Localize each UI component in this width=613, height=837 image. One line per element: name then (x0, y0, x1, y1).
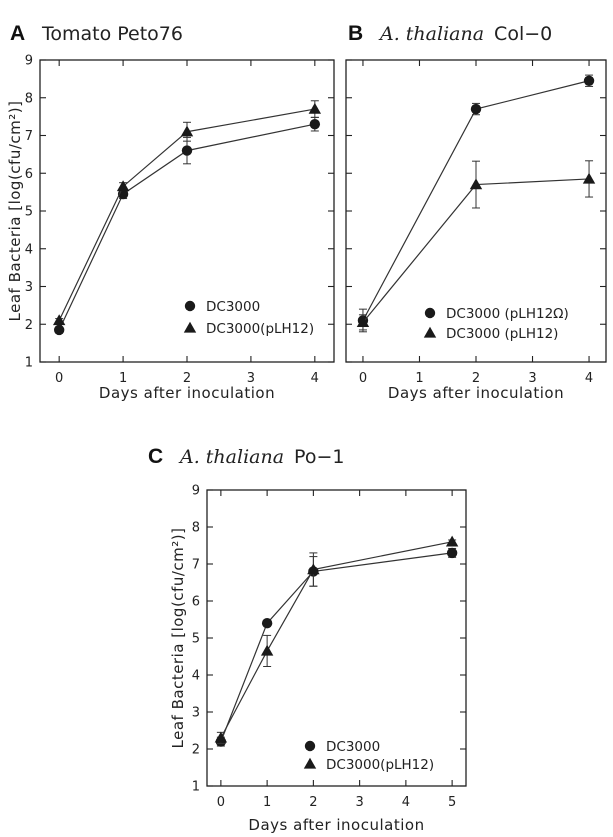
panel-title: Tomato Peto76 (41, 23, 183, 45)
data-point-circle (261, 618, 273, 629)
x-tick-label: 1 (415, 371, 423, 386)
series-1 (356, 160, 596, 331)
data-point-circle (181, 145, 193, 156)
data-point-triangle (116, 180, 130, 192)
x-tick-label: 0 (217, 795, 225, 810)
legend-triangle-marker (303, 757, 317, 769)
y-axis-label: Leaf Bacteria [log(cfu/cm²)] (6, 101, 24, 322)
x-tick-label: 0 (359, 371, 367, 386)
panel-a: A Tomato Peto76 1 2 3 4 5 6 7 8 9 0 1 2 3 4 Days after i… (6, 22, 335, 402)
x-tick-label: 4 (402, 795, 410, 810)
panel-c: C A. thaliana Po−1 1 2 3 4 5 6 7 8 9 0 1 2 3 4 5 Days afte… (148, 445, 467, 834)
y-tick-label: 5 (25, 205, 33, 220)
y-tick-label: 7 (192, 558, 200, 573)
series-line (58, 108, 315, 321)
y-tick-label: 6 (25, 167, 33, 182)
x-tick-label: 5 (448, 795, 456, 810)
panel-letter: C (148, 445, 163, 468)
x-tick-label: 0 (55, 371, 63, 386)
series-line (220, 552, 453, 742)
y-tick-label: 9 (192, 484, 200, 499)
series-1 (52, 100, 322, 326)
series-1 (214, 535, 459, 744)
legend-label: DC3000 (206, 299, 260, 315)
data-point-triangle (356, 316, 370, 328)
y-tick-label: 6 (192, 595, 200, 610)
legend-triangle-marker (423, 326, 437, 338)
legend-label: DC3000(pLH12) (206, 321, 314, 337)
x-axis-label: Days after inoculation (388, 384, 564, 402)
data-point-triangle (180, 125, 194, 137)
legend-circle-marker (424, 307, 436, 319)
legend-triangle-marker (183, 321, 197, 333)
data-point-triangle (260, 644, 274, 656)
data-point-circle (583, 75, 595, 86)
data-point-triangle (469, 178, 483, 190)
y-tick-label: 4 (25, 242, 33, 257)
y-tick-label: 1 (25, 356, 33, 371)
x-tick-label: 3 (355, 795, 363, 810)
x-tick-label: 2 (309, 795, 317, 810)
y-tick-label: 7 (25, 129, 33, 144)
data-point-triangle (52, 314, 66, 326)
y-tick-label: 2 (192, 743, 200, 758)
panel-letter: A (10, 22, 25, 45)
data-point-circle (446, 547, 458, 559)
y-tick-label: 8 (192, 521, 200, 536)
data-point-circle (309, 118, 321, 130)
y-tick-label: 8 (25, 91, 33, 106)
y-tick-label: 1 (192, 780, 200, 795)
x-tick-label: 3 (247, 371, 255, 386)
data-point-circle (470, 103, 482, 115)
legend-circle-marker (304, 740, 316, 752)
data-point-triangle (214, 731, 228, 743)
legend-label: DC3000 (326, 739, 380, 755)
y-tick-label: 5 (192, 632, 200, 647)
legend-label: DC3000 (pLH12Ω) (446, 306, 569, 322)
legend-label: DC3000 (pLH12) (446, 326, 558, 342)
panel-b: B A. thaliana Col−0 0 1 2 3 4 Days after inocula… (345, 22, 607, 402)
panel-title-plain: Po−1 (294, 446, 344, 468)
x-tick-label: 3 (528, 371, 536, 386)
panel-letter: B (348, 22, 363, 45)
x-axis-label: Days after inoculation (248, 816, 424, 834)
y-tick-label: 3 (25, 280, 33, 295)
panel-title-plain: Col−0 (494, 23, 552, 45)
x-axis-label: Days after inoculation (99, 384, 275, 402)
x-tick-label: 4 (585, 371, 593, 386)
data-point-triangle (308, 102, 322, 114)
series-line (220, 541, 453, 739)
x-tick-label: 4 (311, 371, 319, 386)
legend-circle-marker (184, 300, 196, 312)
legend-label: DC3000(pLH12) (326, 757, 434, 773)
panel-title-italic: A. thaliana (378, 23, 484, 45)
y-tick-label: 2 (25, 318, 33, 333)
y-tick-label: 9 (25, 54, 33, 69)
x-tick-label: 1 (263, 795, 271, 810)
data-point-triangle (445, 535, 459, 547)
x-tick-label: 1 (119, 371, 127, 386)
data-point-circle (53, 324, 65, 336)
series-0 (53, 116, 321, 336)
data-point-triangle (582, 172, 596, 184)
y-tick-label: 3 (192, 706, 200, 721)
data-point-triangle (307, 563, 320, 575)
y-tick-label: 4 (192, 669, 200, 684)
x-tick-label: 2 (472, 371, 480, 386)
plot-frame (39, 59, 335, 363)
x-tick-label: 2 (183, 371, 191, 386)
series-line (58, 123, 315, 331)
panel-title-italic: A. thaliana (178, 446, 284, 468)
series-0 (215, 547, 458, 747)
y-axis-label: Leaf Bacteria [log(cfu/cm²)] (169, 528, 187, 749)
